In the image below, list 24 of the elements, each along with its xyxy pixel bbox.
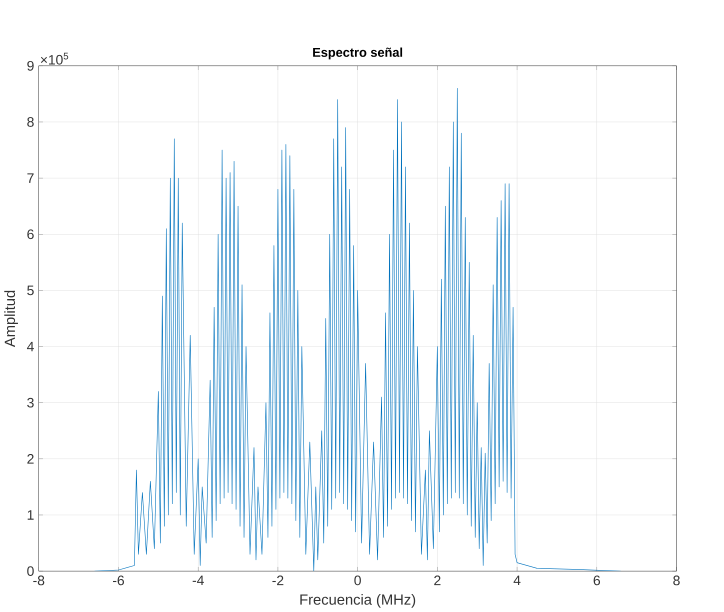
- y-tick-label: 9: [27, 60, 34, 71]
- y-tick-label: 3: [27, 398, 34, 408]
- y-tick-label: 7: [27, 173, 34, 183]
- y-tick-label: 2: [27, 454, 34, 464]
- x-tick-label: 2: [434, 576, 440, 586]
- y-tick-label: 1: [28, 510, 34, 520]
- y-tick-label: 5: [27, 286, 34, 296]
- y-tick-label: 4: [26, 342, 34, 352]
- x-axis-title: Frecuencia (MHz): [300, 594, 416, 608]
- y-tick-label: 0: [27, 566, 34, 576]
- text: ×10$^{5}$: [40, 52, 68, 65]
- x-tick-label: 4: [514, 576, 520, 586]
- y-axis-title: Amplitud: [4, 290, 18, 348]
- chart-title: Espectro señal: [313, 48, 402, 60]
- x-tick-label: 8: [673, 576, 680, 586]
- x-tick-label: -4: [192, 576, 204, 586]
- x-tick-label: -2: [272, 576, 284, 586]
- y-tick-label: 8: [27, 117, 34, 127]
- x-tick-label: -8: [33, 576, 44, 586]
- line-series: [94, 88, 622, 572]
- y-tick-label: 6: [27, 229, 34, 240]
- x-tick-label: -6: [112, 576, 124, 586]
- x-tick-label: 0: [354, 576, 361, 586]
- x-tick-label: 6: [594, 576, 600, 586]
